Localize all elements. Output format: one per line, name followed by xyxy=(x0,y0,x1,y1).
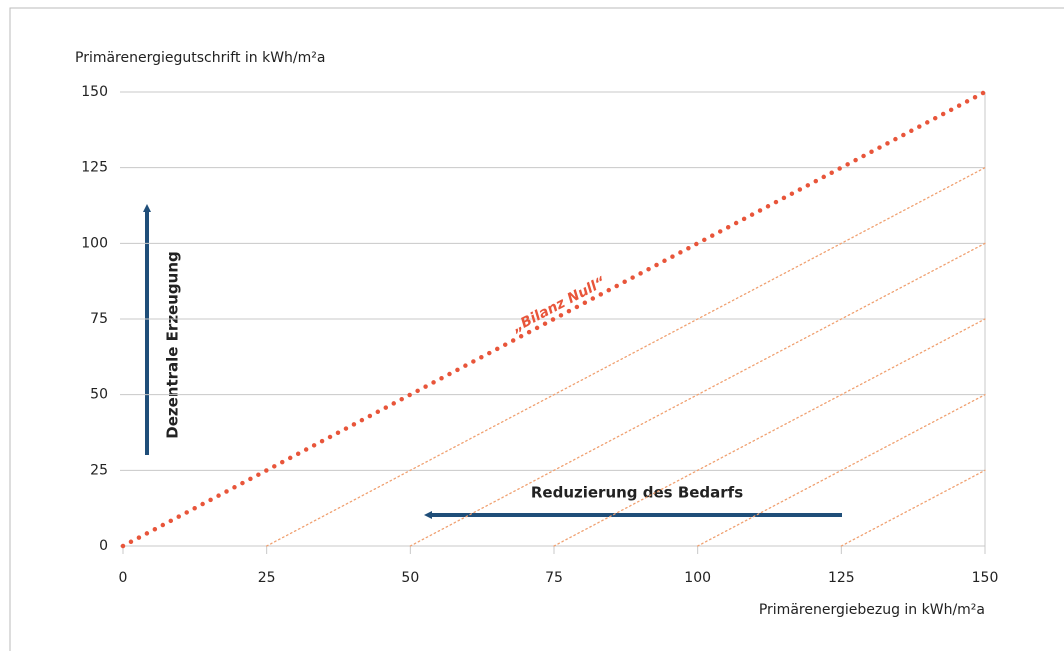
line xyxy=(409,242,986,547)
y-tick-label: 150 xyxy=(81,84,108,100)
line xyxy=(840,469,986,547)
frame xyxy=(9,7,1064,651)
line xyxy=(697,394,986,547)
y-axis-label: Primärenergiegutschrift in kWh/m²a xyxy=(75,50,325,66)
y-tick-label: 100 xyxy=(81,235,108,251)
y-tick-label: 0 xyxy=(99,538,108,554)
x-tick-label: 125 xyxy=(828,570,855,586)
y-tick-label: 25 xyxy=(90,462,108,478)
x-tick-label: 100 xyxy=(684,570,711,586)
x-axis-label: Primärenergiebezug in kWh/m²a xyxy=(759,602,985,618)
y-tick-label: 75 xyxy=(90,311,108,327)
x-tick-label: 50 xyxy=(401,570,419,586)
annotation: Reduzierung des Bedarfs xyxy=(531,484,743,502)
x-tick-label: 25 xyxy=(258,570,276,586)
y-tick-label: 125 xyxy=(81,160,108,176)
x-tick-label: 0 xyxy=(119,570,128,586)
x-tick-label: 75 xyxy=(545,570,563,586)
line xyxy=(266,167,986,547)
series-label: „Bilanz Null“ xyxy=(509,274,608,337)
x-tick-label: 150 xyxy=(972,570,999,586)
annotation: Dezentrale Erzeugung xyxy=(164,251,182,439)
line xyxy=(553,318,986,547)
y-tick-label: 50 xyxy=(90,387,108,403)
line xyxy=(120,89,988,549)
